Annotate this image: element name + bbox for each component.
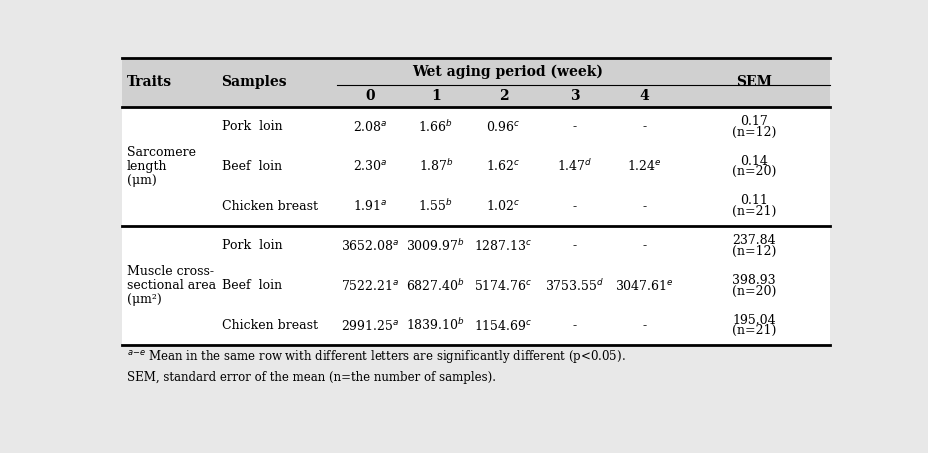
Text: 0.96$^{\mathit{c}}$: 0.96$^{\mathit{c}}$ [485, 120, 521, 134]
Text: 3: 3 [569, 89, 579, 103]
Text: -: - [572, 240, 576, 252]
Text: 2991.25$^{\mathit{a}}$: 2991.25$^{\mathit{a}}$ [341, 318, 398, 333]
Text: 0: 0 [365, 89, 374, 103]
Text: 0.14: 0.14 [740, 154, 767, 168]
Text: 1154.69$^{\mathit{c}}$: 1154.69$^{\mathit{c}}$ [474, 318, 533, 333]
Text: 3009.97$^{\mathit{b}}$: 3009.97$^{\mathit{b}}$ [406, 238, 465, 254]
Text: 7522.21$^{\mathit{a}}$: 7522.21$^{\mathit{a}}$ [341, 279, 399, 293]
Text: -: - [641, 319, 646, 332]
Text: 1.91$^{\mathit{a}}$: 1.91$^{\mathit{a}}$ [353, 199, 387, 213]
Text: SEM, standard error of the mean (n=the number of samples).: SEM, standard error of the mean (n=the n… [127, 371, 496, 384]
Text: 1.62$^{\mathit{c}}$: 1.62$^{\mathit{c}}$ [485, 159, 521, 173]
Text: (n=20): (n=20) [731, 284, 775, 298]
Text: 2.30$^{\mathit{a}}$: 2.30$^{\mathit{a}}$ [353, 159, 387, 173]
Text: Sarcomere: Sarcomere [127, 146, 196, 159]
Text: Beef  loin: Beef loin [221, 160, 281, 173]
Bar [122, 58, 829, 107]
Text: Chicken breast: Chicken breast [221, 319, 317, 332]
Text: Chicken breast: Chicken breast [221, 200, 317, 212]
Text: 3753.55$^{\mathit{d}}$: 3753.55$^{\mathit{d}}$ [544, 278, 603, 294]
Text: Pork  loin: Pork loin [221, 120, 282, 133]
Text: Beef  loin: Beef loin [221, 279, 281, 292]
Text: 398.93: 398.93 [731, 274, 775, 287]
Text: 3652.08$^{\mathit{a}}$: 3652.08$^{\mathit{a}}$ [341, 239, 399, 253]
Text: Samples: Samples [221, 76, 287, 89]
Text: SEM: SEM [735, 76, 771, 89]
Text: 1.24$^{\mathit{e}}$: 1.24$^{\mathit{e}}$ [626, 159, 661, 173]
Text: 6827.40$^{\mathit{b}}$: 6827.40$^{\mathit{b}}$ [406, 278, 465, 294]
Text: (n=12): (n=12) [731, 245, 775, 258]
Text: 1.02$^{\mathit{c}}$: 1.02$^{\mathit{c}}$ [485, 199, 521, 213]
Text: 195.04: 195.04 [731, 313, 775, 327]
Text: -: - [641, 200, 646, 212]
Text: 0.11: 0.11 [740, 194, 767, 207]
Text: 1.55$^{\mathit{b}}$: 1.55$^{\mathit{b}}$ [418, 198, 453, 214]
Text: -: - [572, 200, 576, 212]
Text: (n=21): (n=21) [731, 324, 775, 337]
Text: -: - [572, 120, 576, 133]
Text: (μm²): (μm²) [127, 293, 161, 306]
Text: Wet aging period (week): Wet aging period (week) [411, 64, 602, 79]
Text: $^{\mathit{a\mathrm{-}e}}$ Mean in the same row with different letters are signi: $^{\mathit{a\mathrm{-}e}}$ Mean in the s… [127, 348, 625, 365]
Text: -: - [641, 120, 646, 133]
Text: 1839.10$^{\mathit{b}}$: 1839.10$^{\mathit{b}}$ [406, 318, 465, 333]
Text: 5174.76$^{\mathit{c}}$: 5174.76$^{\mathit{c}}$ [474, 279, 533, 293]
Text: 3047.61$^{\mathit{e}}$: 3047.61$^{\mathit{e}}$ [614, 279, 673, 293]
Text: Traits: Traits [127, 76, 172, 89]
Text: sectional area: sectional area [127, 279, 216, 292]
Bar [122, 107, 829, 346]
Text: (n=21): (n=21) [731, 205, 775, 218]
Text: (n=12): (n=12) [731, 125, 775, 139]
Text: Muscle cross-: Muscle cross- [127, 265, 213, 279]
Text: 1.47$^{\mathit{d}}$: 1.47$^{\mathit{d}}$ [556, 159, 592, 174]
Text: Pork  loin: Pork loin [221, 240, 282, 252]
Text: 237.84: 237.84 [731, 234, 775, 247]
Text: length: length [127, 160, 167, 173]
Text: 0.17: 0.17 [740, 115, 767, 128]
Text: 4: 4 [638, 89, 649, 103]
Text: 2: 2 [498, 89, 508, 103]
Text: -: - [641, 240, 646, 252]
Text: 2.08$^{\mathit{a}}$: 2.08$^{\mathit{a}}$ [353, 120, 387, 134]
Text: 1.66$^{\mathit{b}}$: 1.66$^{\mathit{b}}$ [418, 119, 453, 135]
Text: 1.87$^{\mathit{b}}$: 1.87$^{\mathit{b}}$ [419, 159, 453, 174]
Text: -: - [572, 319, 576, 332]
Text: 1287.13$^{\mathit{c}}$: 1287.13$^{\mathit{c}}$ [474, 239, 533, 253]
Text: 1: 1 [431, 89, 440, 103]
Text: (n=20): (n=20) [731, 165, 775, 178]
Text: (μm): (μm) [127, 174, 157, 187]
